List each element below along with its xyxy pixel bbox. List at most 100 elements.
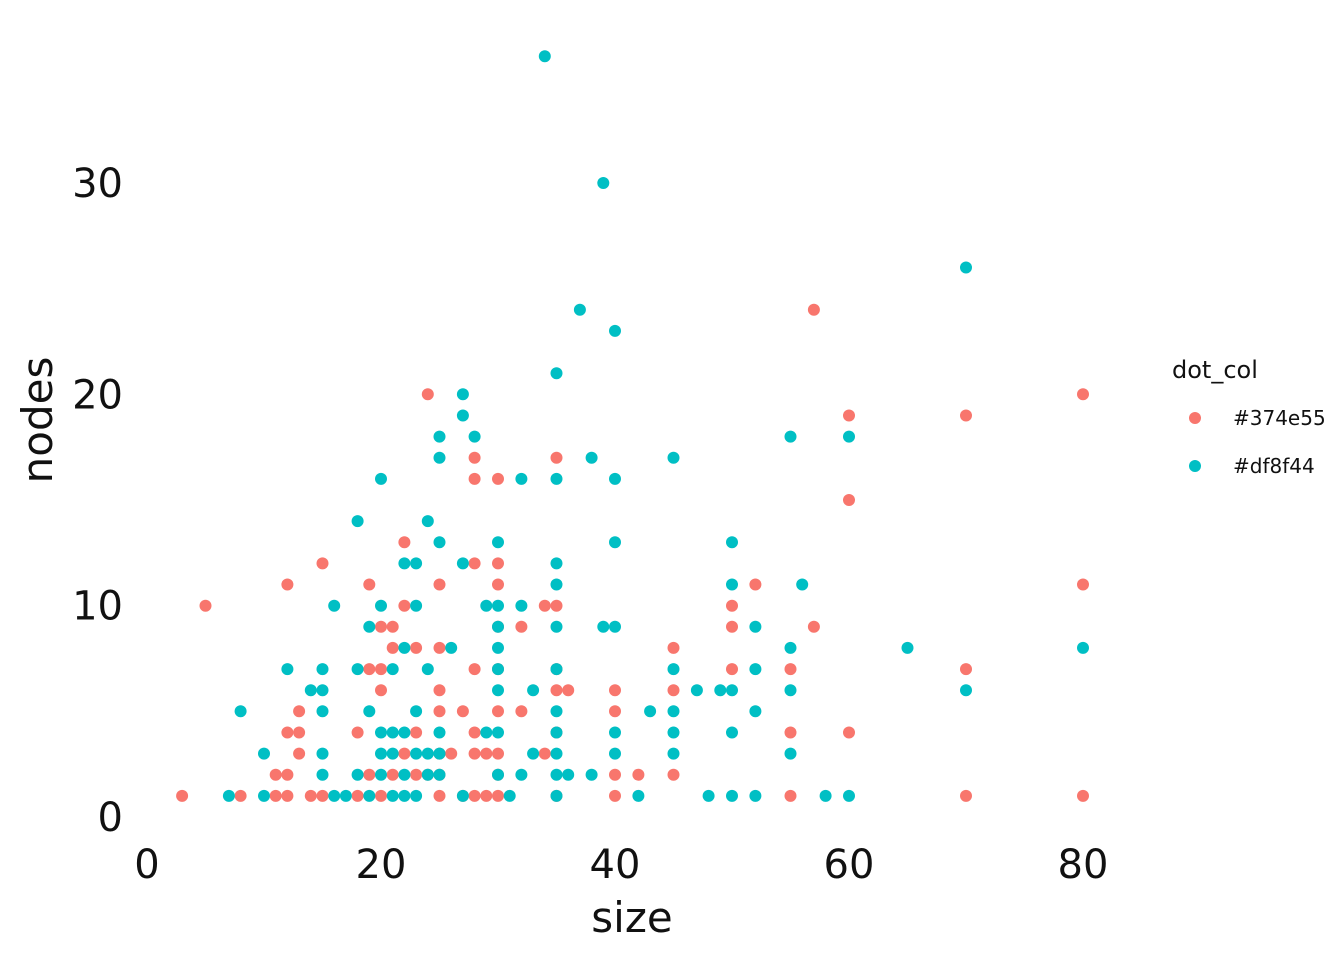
data-point-0-89 (807, 303, 820, 316)
data-point-0-17 (363, 578, 376, 591)
data-point-1-56 (480, 726, 493, 739)
data-point-0-53 (480, 789, 493, 802)
y-tick-label-3: 30 (72, 161, 123, 207)
data-point-1-13 (339, 789, 352, 802)
data-point-0-9 (293, 705, 306, 718)
data-point-1-84 (573, 303, 586, 316)
data-point-0-24 (386, 620, 399, 633)
data-point-0-38 (433, 705, 446, 718)
data-point-1-69 (527, 684, 540, 697)
data-point-1-52 (456, 557, 469, 570)
data-point-1-95 (632, 789, 645, 802)
data-point-1-111 (749, 663, 762, 676)
data-point-1-42 (421, 768, 434, 781)
data-point-0-2 (234, 789, 247, 802)
legend-title: dot_col (1172, 356, 1258, 384)
y-axis-title: nodes (13, 357, 62, 484)
data-point-0-8 (281, 789, 294, 802)
data-point-1-91 (609, 536, 621, 549)
y-tick-label-1: 10 (72, 584, 123, 630)
data-point-1-25 (386, 663, 399, 676)
data-point-1-64 (492, 768, 504, 781)
data-point-0-41 (433, 789, 446, 802)
data-point-1-53 (456, 789, 469, 802)
data-point-0-19 (363, 768, 376, 781)
data-point-1-93 (609, 726, 621, 739)
data-point-1-26 (386, 726, 399, 739)
data-point-0-22 (375, 684, 387, 697)
data-point-1-24 (375, 768, 387, 781)
data-point-1-115 (784, 641, 797, 654)
data-point-0-20 (375, 620, 387, 633)
data-point-1-36 (410, 705, 423, 718)
data-point-1-5 (304, 684, 317, 697)
data-point-0-31 (410, 726, 423, 739)
data-point-0-48 (468, 663, 481, 676)
data-point-1-51 (456, 409, 469, 422)
data-point-0-33 (421, 388, 434, 401)
data-point-0-77 (609, 789, 621, 802)
data-point-0-87 (784, 726, 797, 739)
data-point-1-33 (398, 789, 411, 802)
data-point-1-6 (316, 663, 329, 676)
data-point-0-5 (281, 578, 294, 591)
data-point-0-76 (609, 768, 621, 781)
data-point-1-4 (281, 663, 294, 676)
data-point-1-34 (410, 557, 423, 570)
data-point-0-46 (468, 472, 481, 485)
data-point-1-68 (515, 768, 528, 781)
data-point-1-90 (609, 472, 621, 485)
data-point-1-17 (363, 620, 376, 633)
data-point-1-99 (667, 705, 680, 718)
data-point-0-13 (316, 557, 329, 570)
data-point-0-65 (538, 599, 551, 612)
data-point-0-18 (363, 663, 376, 676)
data-point-1-1 (234, 705, 247, 718)
data-point-0-91 (843, 409, 855, 422)
data-point-1-48 (433, 768, 446, 781)
data-point-0-35 (433, 578, 446, 591)
legend-items: #374e55 #df8f44 (1189, 406, 1326, 478)
data-point-1-75 (550, 578, 563, 591)
data-point-0-0 (176, 789, 189, 802)
legend-swatch-0 (1189, 412, 1201, 424)
data-point-0-82 (726, 599, 738, 612)
data-point-1-118 (796, 578, 809, 591)
data-point-1-9 (316, 747, 329, 760)
data-point-0-78 (632, 768, 645, 781)
data-point-1-60 (492, 641, 504, 654)
data-point-1-63 (492, 726, 504, 739)
data-point-1-35 (410, 599, 423, 612)
data-point-1-100 (667, 726, 680, 739)
data-point-0-75 (609, 705, 621, 718)
data-point-0-52 (480, 747, 493, 760)
data-point-1-106 (726, 578, 738, 591)
data-point-0-81 (667, 768, 680, 781)
data-point-0-51 (468, 789, 481, 802)
data-point-1-116 (784, 684, 797, 697)
data-point-1-103 (702, 789, 715, 802)
data-point-0-85 (749, 578, 762, 591)
data-point-1-119 (819, 789, 832, 802)
data-point-1-22 (375, 726, 387, 739)
data-point-0-93 (843, 726, 855, 739)
data-point-0-84 (726, 663, 738, 676)
data-point-1-8 (316, 705, 329, 718)
data-point-1-81 (550, 768, 563, 781)
data-point-1-49 (445, 641, 458, 654)
data-point-0-3 (269, 768, 282, 781)
data-point-1-94 (609, 747, 621, 760)
data-point-0-11 (293, 747, 306, 760)
legend: dot_col #374e55 #df8f44 (1172, 356, 1326, 478)
data-point-0-97 (1077, 388, 1089, 401)
data-point-0-56 (492, 578, 504, 591)
data-point-1-29 (398, 557, 411, 570)
data-point-1-102 (690, 684, 703, 697)
data-point-0-79 (667, 641, 680, 654)
x-axis-ticks: 0 20 40 60 80 (134, 842, 1108, 888)
data-point-1-55 (480, 599, 493, 612)
data-point-0-14 (316, 789, 329, 802)
y-tick-label-0: 0 (98, 795, 123, 841)
legend-label-1: #df8f44 (1233, 454, 1315, 478)
